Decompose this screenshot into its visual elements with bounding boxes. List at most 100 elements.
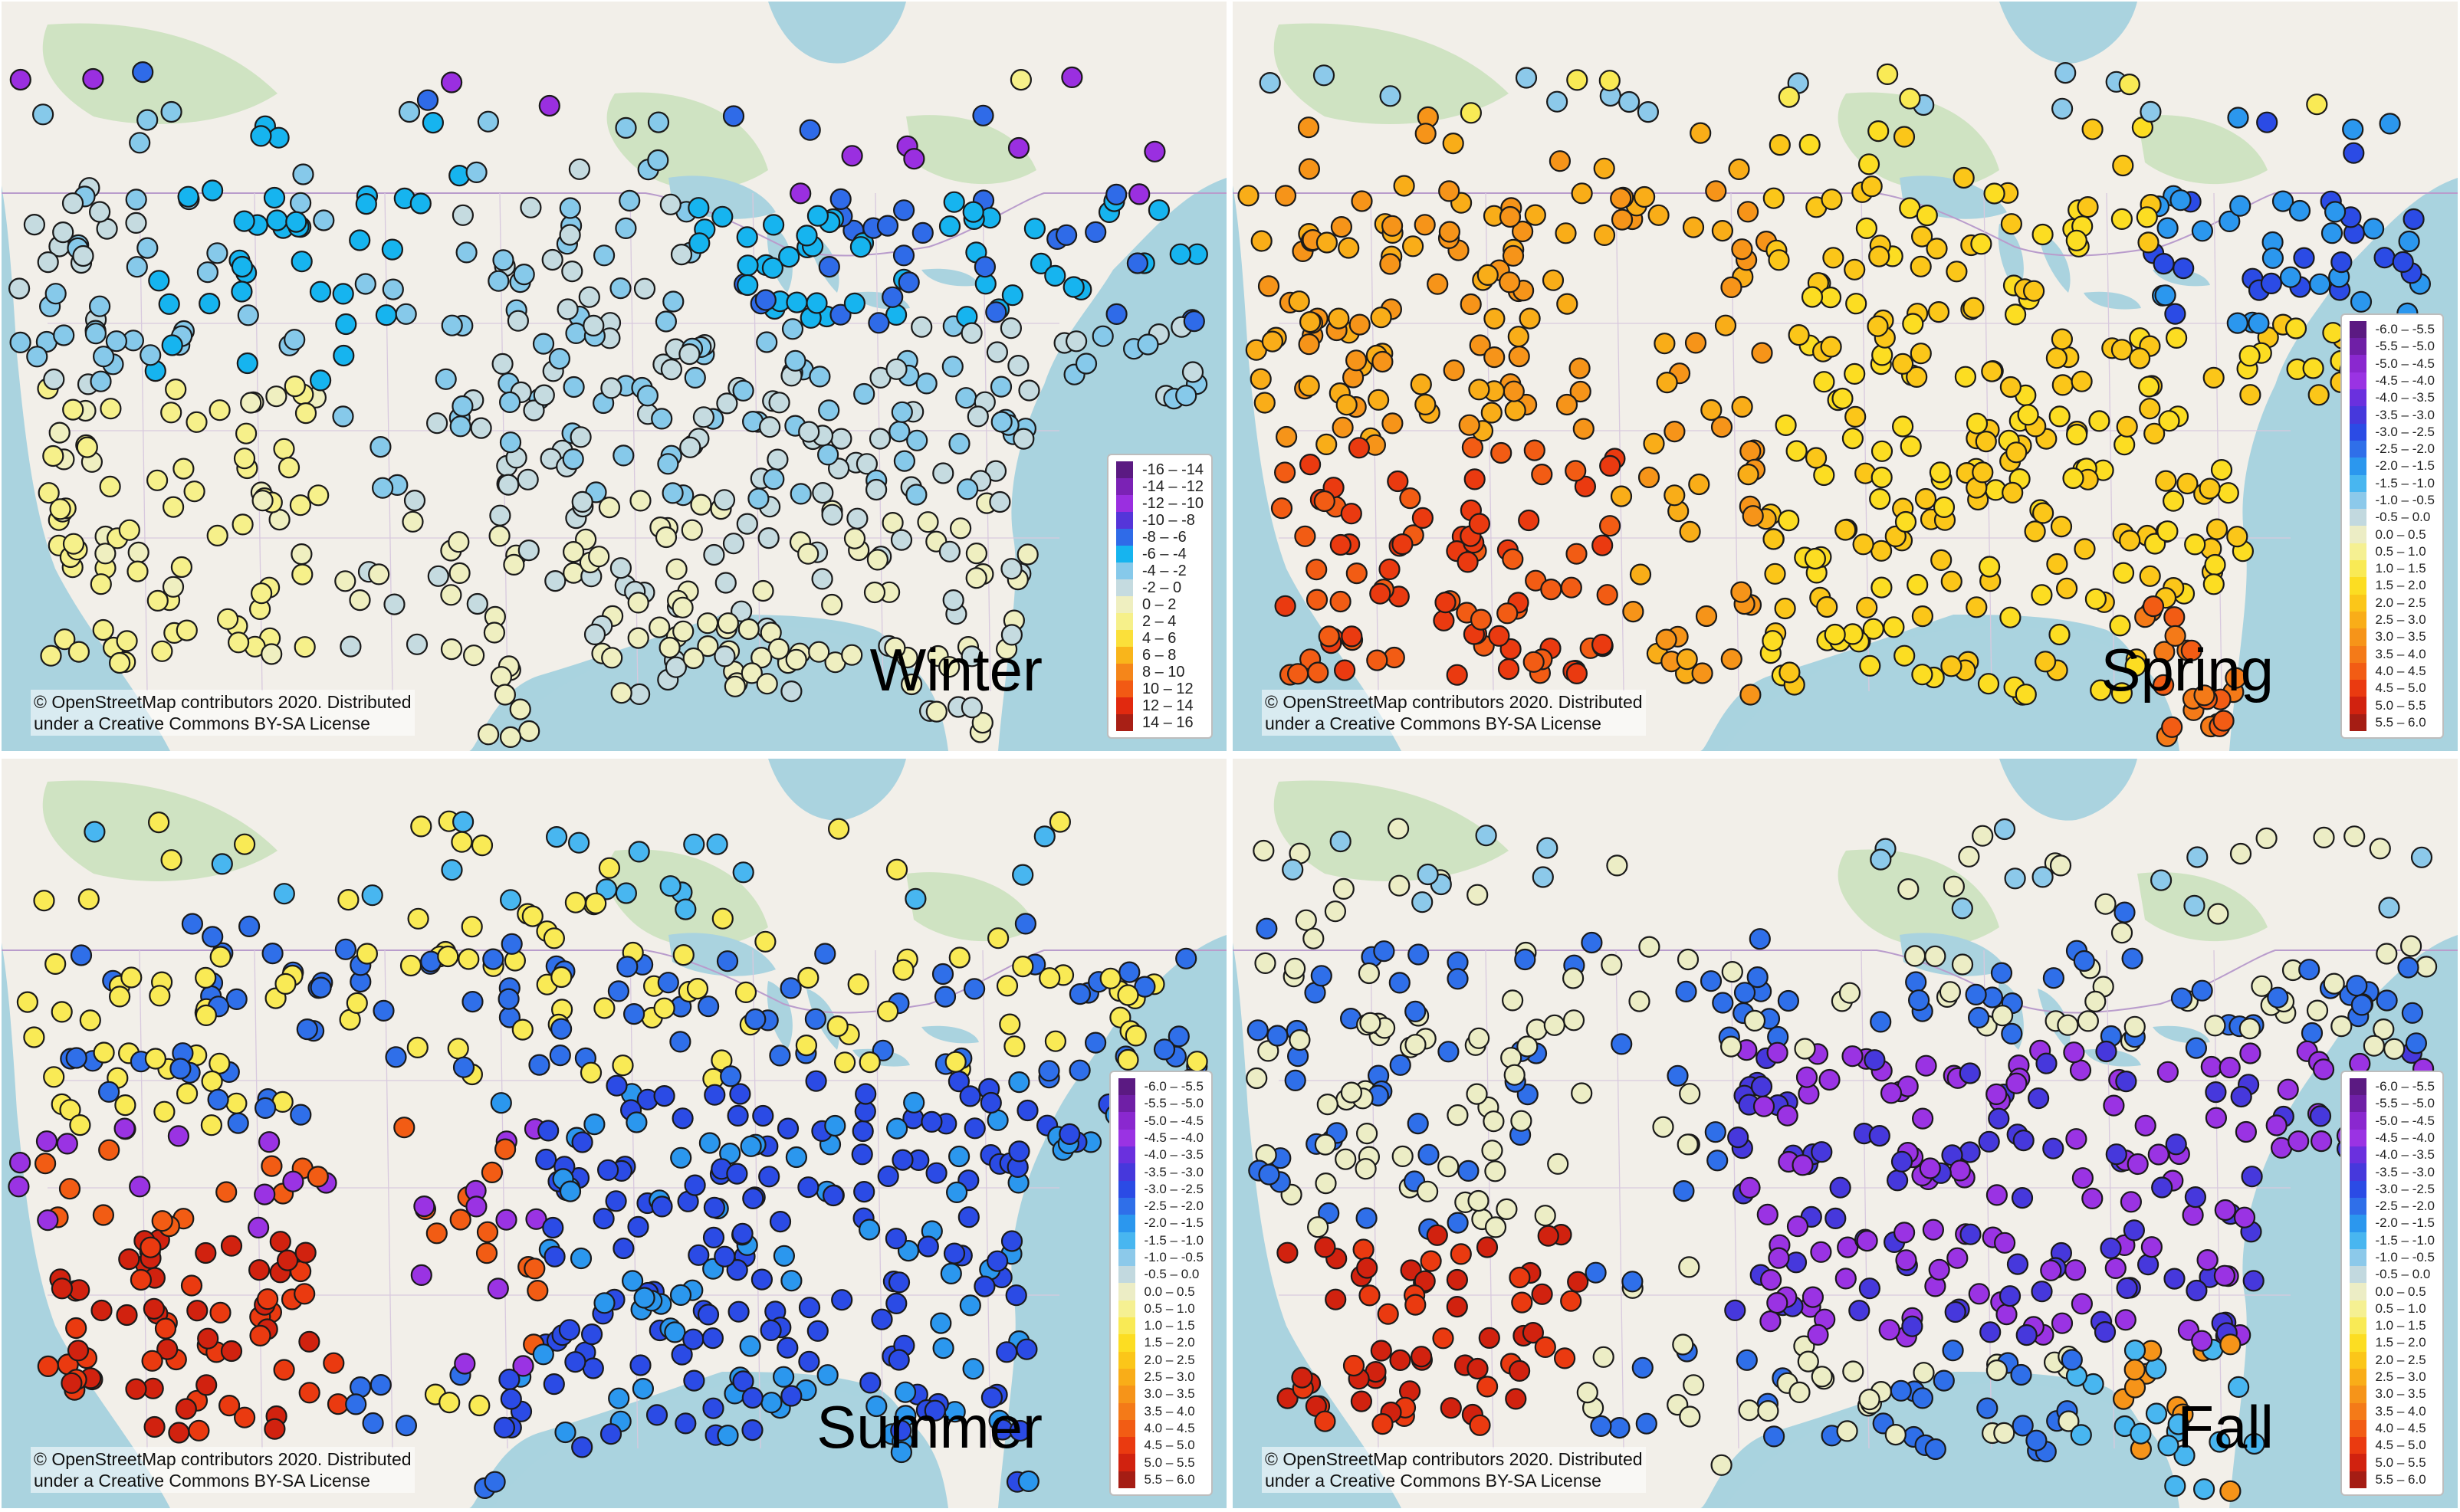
station-marker: [1288, 290, 1310, 313]
station-marker: [2210, 458, 2233, 481]
station-marker: [517, 539, 540, 562]
station-marker: [752, 579, 774, 602]
station-marker: [964, 1117, 986, 1140]
station-marker: [1870, 848, 1892, 871]
station-marker: [1593, 157, 1615, 179]
legend-row: 4 – 6: [1115, 630, 1204, 648]
legend-row: 5.0 – 5.5: [2349, 697, 2435, 714]
station-marker: [843, 527, 866, 549]
legend-row: -4.0 – -3.5: [1118, 1146, 1204, 1164]
station-marker: [1483, 307, 1506, 330]
legend-label: -6.0 – -5.5: [2375, 1079, 2435, 1094]
station-marker: [298, 1330, 320, 1353]
map-panel-summer: Summer © OpenStreetMap contributors 2020.…: [2, 759, 1227, 1508]
station-marker: [349, 229, 371, 251]
station-marker: [234, 1406, 256, 1428]
station-marker: [452, 811, 475, 833]
station-marker: [2330, 251, 2353, 274]
station-marker: [722, 105, 745, 127]
station-marker: [833, 1051, 856, 1074]
land-area: [2, 759, 1227, 1508]
station-marker: [1378, 558, 1401, 581]
legend-label: -2.5 – -2.0: [2375, 1199, 2435, 1214]
station-marker: [1750, 1075, 1773, 1097]
station-marker: [2191, 220, 2214, 242]
station-marker: [1911, 664, 1933, 686]
station-marker: [1629, 563, 1652, 585]
legend-swatch: [2349, 1368, 2366, 1386]
station-marker: [160, 849, 182, 871]
legend-swatch: [1118, 1095, 1135, 1113]
station-marker: [225, 1092, 248, 1114]
station-marker: [1930, 549, 1953, 572]
station-marker: [1342, 1354, 1365, 1377]
legend-label: 5.0 – 5.5: [2375, 1455, 2426, 1470]
station-marker: [1391, 1145, 1414, 1168]
station-marker: [2209, 1431, 2231, 1453]
station-marker: [941, 356, 964, 378]
station-marker: [959, 1085, 981, 1107]
station-marker: [62, 398, 84, 421]
station-marker: [1900, 435, 1922, 458]
station-marker: [215, 1181, 238, 1203]
station-marker: [1427, 273, 1449, 295]
station-marker: [2219, 1333, 2242, 1356]
station-marker: [932, 1337, 954, 1359]
station-marker: [1576, 1381, 1598, 1404]
station-marker: [65, 1317, 87, 1340]
station-marker: [1254, 952, 1276, 974]
station-marker: [1927, 301, 1950, 323]
station-marker: [1838, 982, 1861, 1004]
station-marker: [42, 444, 64, 467]
station-marker: [89, 295, 111, 317]
station-marker: [1911, 605, 1934, 628]
station-marker: [659, 875, 682, 897]
station-marker: [2112, 562, 2135, 584]
station-marker: [559, 1180, 582, 1202]
station-marker: [1720, 648, 1742, 671]
station-marker: [1700, 398, 1723, 421]
station-marker: [483, 622, 506, 644]
station-marker: [1858, 1277, 1881, 1300]
station-marker: [742, 1187, 764, 1210]
station-marker: [1738, 1399, 1760, 1422]
station-marker: [777, 1117, 800, 1140]
legend-swatch: [1118, 1180, 1135, 1198]
station-marker: [2115, 1071, 2137, 1093]
station-marker: [498, 474, 520, 496]
station-marker: [1315, 433, 1338, 456]
station-marker: [2095, 1040, 2117, 1063]
station-marker: [61, 192, 84, 215]
station-marker: [2119, 530, 2141, 552]
legend-row: -1.5 – -1.0: [2349, 474, 2435, 492]
station-marker: [2306, 93, 2328, 116]
station-marker: [716, 392, 738, 415]
legend-swatch: [2349, 1334, 2366, 1352]
station-marker: [784, 349, 806, 372]
station-marker: [905, 887, 927, 910]
legend-label: -5.0 – -4.5: [2375, 356, 2435, 371]
legend-row: 14 – 16: [1115, 714, 1204, 732]
station-marker: [232, 513, 254, 536]
station-marker: [980, 1386, 1003, 1409]
legend-row: -2.0 – -1.5: [2349, 458, 2435, 475]
station-marker: [92, 618, 114, 641]
station-marker: [1737, 463, 1759, 486]
station-marker: [1505, 1388, 1527, 1410]
station-marker: [1596, 584, 1618, 606]
station-marker: [1746, 966, 1769, 989]
station-marker: [79, 1009, 101, 1032]
station-marker: [1829, 1176, 1851, 1199]
legend-row: -10 – -8: [1115, 512, 1204, 530]
station-marker: [59, 1099, 81, 1121]
station-marker: [856, 453, 879, 475]
legend-swatch: [1118, 1419, 1135, 1438]
station-marker: [585, 892, 607, 914]
station-marker: [2191, 979, 2213, 1002]
station-marker: [368, 563, 390, 585]
station-marker: [90, 573, 112, 595]
station-marker: [744, 1008, 767, 1031]
station-marker: [961, 322, 983, 344]
station-marker: [1259, 71, 1281, 94]
station-marker: [1508, 346, 1530, 368]
